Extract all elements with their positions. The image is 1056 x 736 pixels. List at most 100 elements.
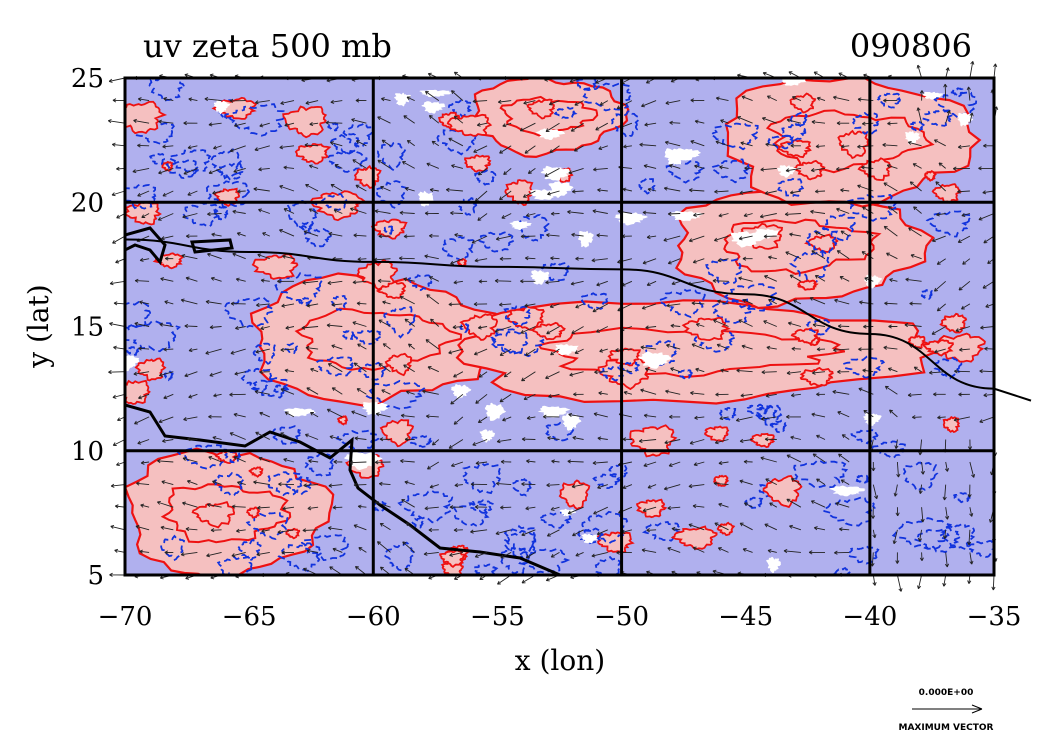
wind-vector <box>811 250 826 260</box>
positive-vorticity-contour <box>160 483 292 544</box>
wind-vector <box>424 211 439 216</box>
wind-vector <box>983 143 994 148</box>
wind-vector <box>714 439 729 445</box>
wind-vector <box>912 163 922 169</box>
wind-vector <box>574 100 584 106</box>
chart-title: uv zeta 500 mb <box>143 27 392 65</box>
negative-vorticity-contour <box>303 452 335 477</box>
zero-vorticity-gap <box>904 131 921 145</box>
wind-vector <box>158 416 174 424</box>
wind-vector <box>908 227 922 237</box>
zero-vorticity-gap <box>213 100 231 115</box>
wind-vector <box>575 256 584 261</box>
wind-vector <box>575 303 584 309</box>
negative-vorticity-contour <box>912 526 963 554</box>
wind-vector <box>284 368 295 373</box>
wind-vector <box>499 145 512 154</box>
negative-vorticity-contour <box>284 342 299 355</box>
storm-track-line <box>124 238 1032 402</box>
wind-vector <box>112 98 126 103</box>
wind-vector <box>591 551 608 558</box>
negative-vorticity-contour <box>270 425 303 446</box>
zero-vorticity-gap <box>451 384 472 399</box>
wind-vector <box>156 500 174 508</box>
wind-vector <box>472 439 488 446</box>
wind-vector <box>668 461 681 467</box>
wind-vector <box>495 481 512 486</box>
zero-vorticity-gap <box>730 231 766 248</box>
positive-vorticity-region <box>473 78 630 159</box>
wind-vector <box>520 234 536 239</box>
wind-vector <box>716 343 729 350</box>
negative-vorticity-contour <box>459 323 470 333</box>
wind-vector <box>671 526 681 531</box>
wind-vector <box>382 300 391 305</box>
wind-vector <box>596 529 608 536</box>
wind-vector <box>644 122 657 127</box>
wind-vector <box>694 119 705 124</box>
negative-vorticity-contour <box>939 522 976 551</box>
negative-vorticity-contour <box>452 502 490 528</box>
wind-vector <box>279 184 295 192</box>
negative-vorticity-contour <box>125 183 157 210</box>
negative-vorticity-contour <box>407 274 433 292</box>
negative-vorticity-contour <box>176 444 229 471</box>
wind-vector <box>133 118 150 124</box>
negative-vorticity-contour <box>540 261 570 282</box>
x-tick-label: −50 <box>594 602 649 632</box>
wind-vector <box>669 120 681 125</box>
wind-vector <box>545 280 560 285</box>
zero-vorticity-gap <box>755 228 780 239</box>
wind-vector <box>979 416 995 424</box>
positive-vorticity-contour <box>857 157 893 181</box>
wind-vector <box>400 458 415 464</box>
wind-vector <box>157 213 174 221</box>
wind-vector <box>310 367 319 373</box>
wind-vector <box>567 459 584 464</box>
wind-vector <box>356 388 367 395</box>
wind-vector <box>768 255 777 260</box>
x-tick-label: −65 <box>222 602 277 632</box>
wind-vector <box>140 460 150 465</box>
negative-vorticity-contour <box>581 510 629 545</box>
wind-vector <box>327 363 343 373</box>
positive-vorticity-contour <box>125 100 168 135</box>
wind-vector <box>571 326 584 334</box>
wind-vector <box>920 461 925 475</box>
wind-vector <box>833 348 850 353</box>
wind-vector <box>159 322 174 327</box>
negative-vorticity-contour <box>491 323 547 358</box>
wind-vector <box>980 325 995 330</box>
wind-vector <box>477 168 488 176</box>
wind-vector <box>545 122 560 133</box>
wind-vector <box>111 190 126 197</box>
wind-vector <box>547 190 560 196</box>
zero-vorticity-gap <box>922 91 944 100</box>
wind-vector <box>591 258 608 263</box>
wind-vector <box>381 97 391 102</box>
wind-vector <box>918 484 923 494</box>
wind-vector <box>690 390 705 396</box>
negative-vorticity-contour <box>658 288 706 319</box>
wind-vector <box>961 303 971 310</box>
wind-vector <box>402 541 415 553</box>
positive-vorticity-contour <box>282 105 328 139</box>
wind-vector <box>502 416 512 422</box>
negative-vorticity-contour <box>553 106 578 120</box>
wind-vector <box>235 325 246 331</box>
wind-vector <box>816 96 826 102</box>
negative-vorticity-contour <box>579 292 609 311</box>
wind-vector <box>622 484 633 490</box>
zero-vorticity-gap <box>394 92 411 107</box>
wind-vector <box>231 551 246 558</box>
wind-vector <box>694 415 705 420</box>
wind-vector <box>978 213 995 221</box>
wind-vector <box>695 322 705 327</box>
wind-vector <box>212 190 222 195</box>
wind-vector <box>712 278 729 283</box>
wind-vector <box>229 392 246 397</box>
zero-vorticity-gap <box>484 402 507 421</box>
wind-vector <box>500 505 512 510</box>
wind-vector <box>668 414 681 419</box>
zero-vorticity-gap <box>779 78 806 86</box>
